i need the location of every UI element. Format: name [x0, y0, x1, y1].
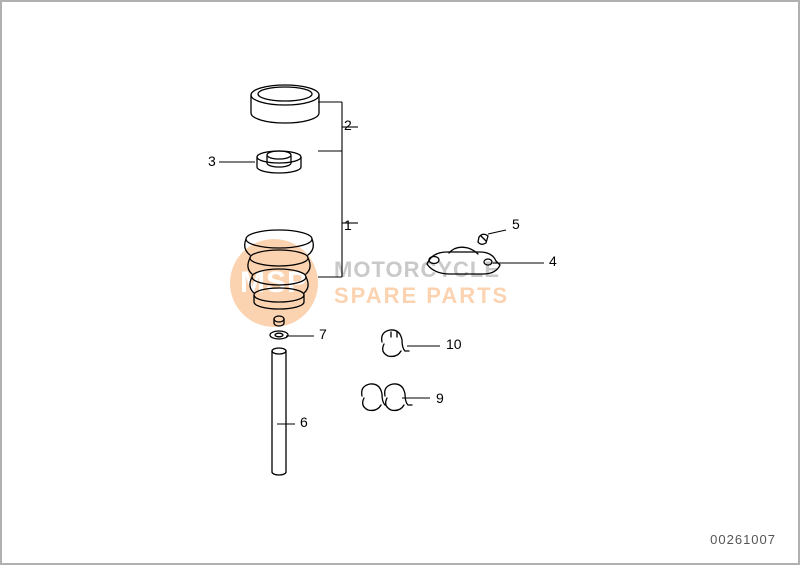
part-bracket-screw	[478, 234, 488, 244]
callout-10: 10	[446, 336, 462, 352]
callout-6: 6	[300, 414, 308, 430]
part-seal-ring	[257, 151, 301, 173]
parts-svg	[2, 2, 800, 565]
callout-2: 2	[344, 117, 352, 133]
callout-1: 1	[344, 217, 352, 233]
part-tube	[272, 348, 286, 475]
callout-4: 4	[549, 253, 557, 269]
part-cap-top	[251, 85, 319, 123]
diagram-id: 00261007	[710, 532, 776, 547]
diagram-canvas: MSP MOTORCYCLE SPARE PARTS	[0, 0, 800, 565]
part-o-ring	[270, 331, 288, 339]
callout-9: 9	[436, 390, 444, 406]
callout-7: 7	[319, 326, 327, 342]
part-clip-double	[362, 384, 412, 411]
part-clip-single	[382, 330, 409, 357]
part-bead	[274, 316, 284, 326]
part-reservoir-bellows	[245, 230, 314, 309]
callout-3: 3	[208, 153, 216, 169]
part-bracket	[427, 247, 500, 274]
callout-5: 5	[512, 216, 520, 232]
